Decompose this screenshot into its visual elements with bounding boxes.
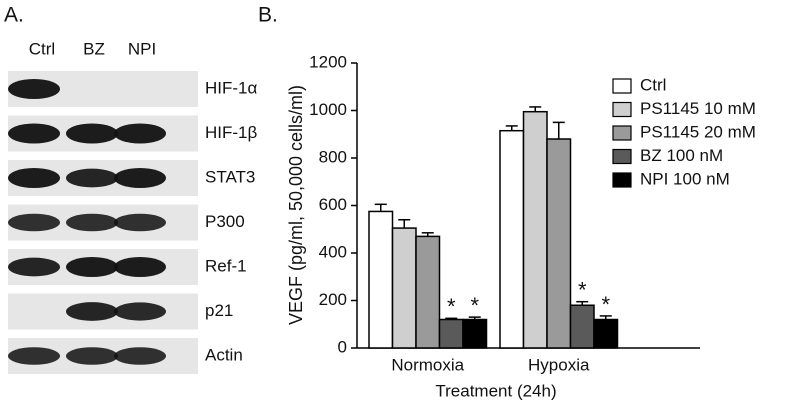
protein-label: STAT3 <box>205 167 255 186</box>
x-tick-label: Normoxia <box>391 355 464 374</box>
blot-band <box>114 302 166 321</box>
significance-label: * <box>447 294 456 319</box>
lane-label: NPI <box>128 39 156 58</box>
blot-band <box>8 347 60 365</box>
blot-band <box>114 168 166 188</box>
y-tick-label: 1000 <box>309 100 347 119</box>
protein-label: p21 <box>205 301 233 320</box>
y-tick-label: 200 <box>319 290 347 309</box>
significance-label: * <box>578 278 587 303</box>
lane-label: BZ <box>83 39 105 58</box>
blot-band <box>114 257 166 277</box>
bar <box>522 110 548 349</box>
legend-swatch <box>612 172 632 188</box>
protein-label: HIF-1α <box>205 78 258 97</box>
legend-label: BZ 100 nM <box>640 146 723 165</box>
bar <box>546 138 572 349</box>
legend-label: NPI 100 nM <box>640 169 730 188</box>
x-axis-label: Treatment (24h) <box>435 381 556 400</box>
legend-swatch <box>612 78 632 94</box>
protein-label: Ref-1 <box>205 256 247 275</box>
blot-band <box>8 168 60 188</box>
y-tick-label: 0 <box>338 337 347 356</box>
blot-band <box>8 213 60 232</box>
bar <box>415 235 441 349</box>
x-tick-label: Hypoxia <box>528 355 590 374</box>
blot-band <box>8 79 60 99</box>
bar <box>391 227 417 349</box>
y-tick-label: 600 <box>319 195 347 214</box>
blot-band <box>66 168 118 188</box>
y-axis-label: VEGF (pg/ml, 50,000 cells/ml) <box>286 85 306 325</box>
bar <box>569 304 595 349</box>
y-tick-label: 1200 <box>309 52 347 71</box>
legend-swatch <box>612 125 632 141</box>
significance-label: * <box>470 293 479 318</box>
blot-band <box>114 347 166 365</box>
y-tick-label: 400 <box>319 242 347 261</box>
legend-label: Ctrl <box>640 75 666 94</box>
blot-band <box>8 123 60 144</box>
blot-band <box>66 213 118 232</box>
legend-label: PS1145 20 mM <box>640 122 756 141</box>
blot-band <box>66 347 118 365</box>
significance-label: * <box>601 292 610 317</box>
blot-band <box>66 257 118 277</box>
legend-swatch <box>612 148 632 165</box>
bar <box>438 318 464 349</box>
panel-label: B. <box>258 4 278 27</box>
blot-band <box>8 257 60 277</box>
bar <box>593 318 619 349</box>
legend-swatch <box>612 101 632 118</box>
protein-label: HIF-1β <box>205 123 258 142</box>
bar <box>462 318 488 349</box>
blot-band <box>66 302 118 321</box>
protein-label: P300 <box>205 212 245 231</box>
blot-band <box>114 213 166 232</box>
lane-label: Ctrl <box>29 39 55 58</box>
blot-band <box>114 123 166 144</box>
legend-label: PS1145 10 mM <box>640 99 756 118</box>
bar <box>368 210 394 349</box>
blot-band <box>66 123 118 144</box>
bar <box>499 129 525 349</box>
protein-label: Actin <box>205 345 243 364</box>
y-tick-label: 800 <box>319 147 347 166</box>
panel-label: A. <box>4 4 24 27</box>
